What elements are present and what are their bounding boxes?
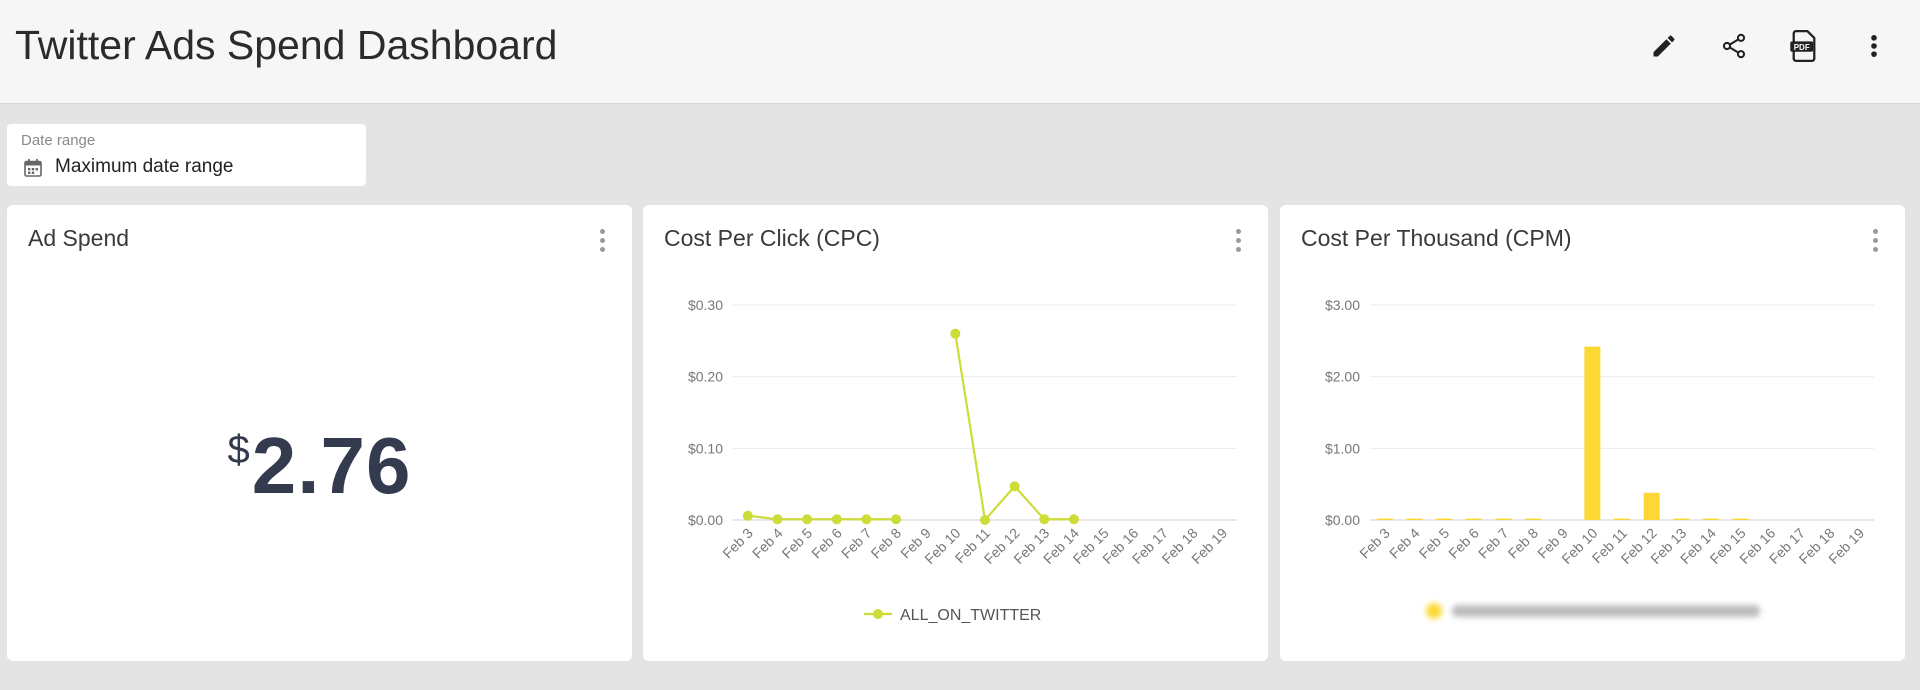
cpm-bar — [1732, 518, 1749, 521]
x-tick-label: Feb 4 — [1386, 525, 1423, 562]
pdf-icon: PDF — [1790, 30, 1816, 62]
cpc-series-line — [747, 333, 1074, 523]
cpm-card: Cost Per Thousand (CPM) $0.00 $1.00 $2.00 $… — [1280, 205, 1905, 661]
cpc-data-point — [1009, 481, 1020, 492]
export-pdf-button[interactable]: PDF — [1788, 28, 1820, 64]
x-tick-label: Feb 8 — [868, 525, 905, 562]
y-tick-label: $0.00 — [1325, 512, 1360, 528]
x-tick-label: Feb 6 — [808, 525, 845, 562]
cpm-bar — [1406, 518, 1423, 521]
y-tick-label: $0.00 — [688, 512, 723, 528]
menu-dot — [1235, 228, 1241, 234]
header-actions: PDF — [1648, 28, 1890, 64]
x-tick-label: Feb 4 — [749, 525, 786, 562]
pencil-icon — [1653, 35, 1675, 57]
share-button[interactable] — [1718, 28, 1750, 64]
cpm-bar — [1614, 518, 1630, 521]
ad-spend-value: 2.76 — [251, 421, 412, 510]
x-tick-label: Feb 5 — [1416, 525, 1453, 562]
date-range-filter[interactable]: Date range Maximum date range — [7, 124, 366, 186]
cpc-data-point — [1068, 514, 1079, 525]
calendar-icon — [24, 159, 42, 177]
menu-dot — [599, 246, 605, 252]
y-tick-label: $0.10 — [688, 440, 723, 456]
cpc-title: Cost Per Click (CPC) — [664, 225, 880, 251]
y-tick-label: $1.00 — [1325, 440, 1360, 456]
cpm-bar — [1525, 518, 1542, 521]
y-tick-label: $0.20 — [688, 369, 723, 385]
cpm-menu-button[interactable] — [1865, 225, 1885, 255]
cpc-data-point — [980, 515, 990, 525]
cpm-legend-blurred — [1426, 603, 1760, 619]
legend-marker — [873, 609, 883, 619]
legend-label-blurred — [1452, 605, 1760, 617]
page-title: Twitter Ads Spend Dashboard — [15, 22, 558, 68]
more-options-button[interactable] — [1858, 28, 1890, 64]
legend-label: ALL_ON_TWITTER — [900, 607, 1041, 624]
cpc-data-point — [831, 514, 842, 525]
x-tick-label: Feb 7 — [838, 525, 875, 562]
menu-dot — [1872, 228, 1878, 234]
x-tick-label: Feb 3 — [719, 525, 756, 562]
menu-dot — [599, 237, 605, 243]
date-range-value: Maximum date range — [55, 156, 234, 177]
cpm-bar — [1643, 492, 1660, 520]
pdf-icon-label: PDF — [1794, 43, 1810, 52]
top-bar: Twitter Ads Spend Dashboard PDF — [0, 0, 1920, 104]
legend-marker — [1426, 603, 1442, 619]
cpm-bar — [1673, 518, 1690, 521]
x-tick-label: Feb 8 — [1505, 525, 1542, 562]
more-vertical-icon — [1871, 35, 1877, 57]
cpm-bar — [1495, 518, 1512, 521]
x-tick-label: Feb 3 — [1356, 525, 1393, 562]
ad-spend-card: Ad Spend $2.76 — [7, 205, 632, 661]
date-range-label: Date range — [21, 132, 96, 149]
cpc-data-point — [772, 514, 783, 525]
edit-button[interactable] — [1648, 28, 1680, 64]
cpc-menu-button[interactable] — [1228, 225, 1248, 255]
cpm-bar — [1702, 518, 1719, 521]
cpm-title: Cost Per Thousand (CPM) — [1301, 225, 1572, 251]
cpm-bar — [1584, 346, 1601, 520]
y-tick-label: $2.00 — [1325, 369, 1360, 385]
cpc-data-point — [861, 514, 872, 525]
y-tick-label: $3.00 — [1325, 297, 1360, 313]
menu-dot — [1235, 246, 1241, 252]
menu-dot — [1235, 237, 1241, 243]
cpc-card: Cost Per Click (CPC) $0.00 $0.10 $0.20 $0.3… — [643, 205, 1268, 661]
menu-dot — [1872, 237, 1878, 243]
ad-spend-menu-button[interactable] — [592, 225, 612, 255]
cpc-data-point — [1039, 514, 1050, 525]
cpc-data-point — [802, 514, 813, 525]
ad-spend-kpi: $2.76 — [7, 420, 632, 512]
cpc-data-point — [742, 510, 753, 521]
share-icon — [1722, 33, 1746, 59]
x-tick-label: Feb 6 — [1445, 525, 1482, 562]
cpm-bar — [1436, 518, 1453, 521]
menu-dot — [1872, 246, 1878, 252]
cpc-data-point — [891, 514, 902, 525]
y-tick-label: $0.30 — [688, 297, 723, 313]
currency-symbol: $ — [227, 428, 250, 472]
x-tick-label: Feb 5 — [779, 525, 816, 562]
ad-spend-title: Ad Spend — [28, 225, 130, 251]
cpm-bar — [1376, 518, 1393, 521]
cpc-data-point — [950, 328, 961, 339]
x-tick-label: Feb 7 — [1475, 525, 1512, 562]
cpm-bar — [1465, 518, 1482, 521]
menu-dot — [599, 228, 605, 234]
